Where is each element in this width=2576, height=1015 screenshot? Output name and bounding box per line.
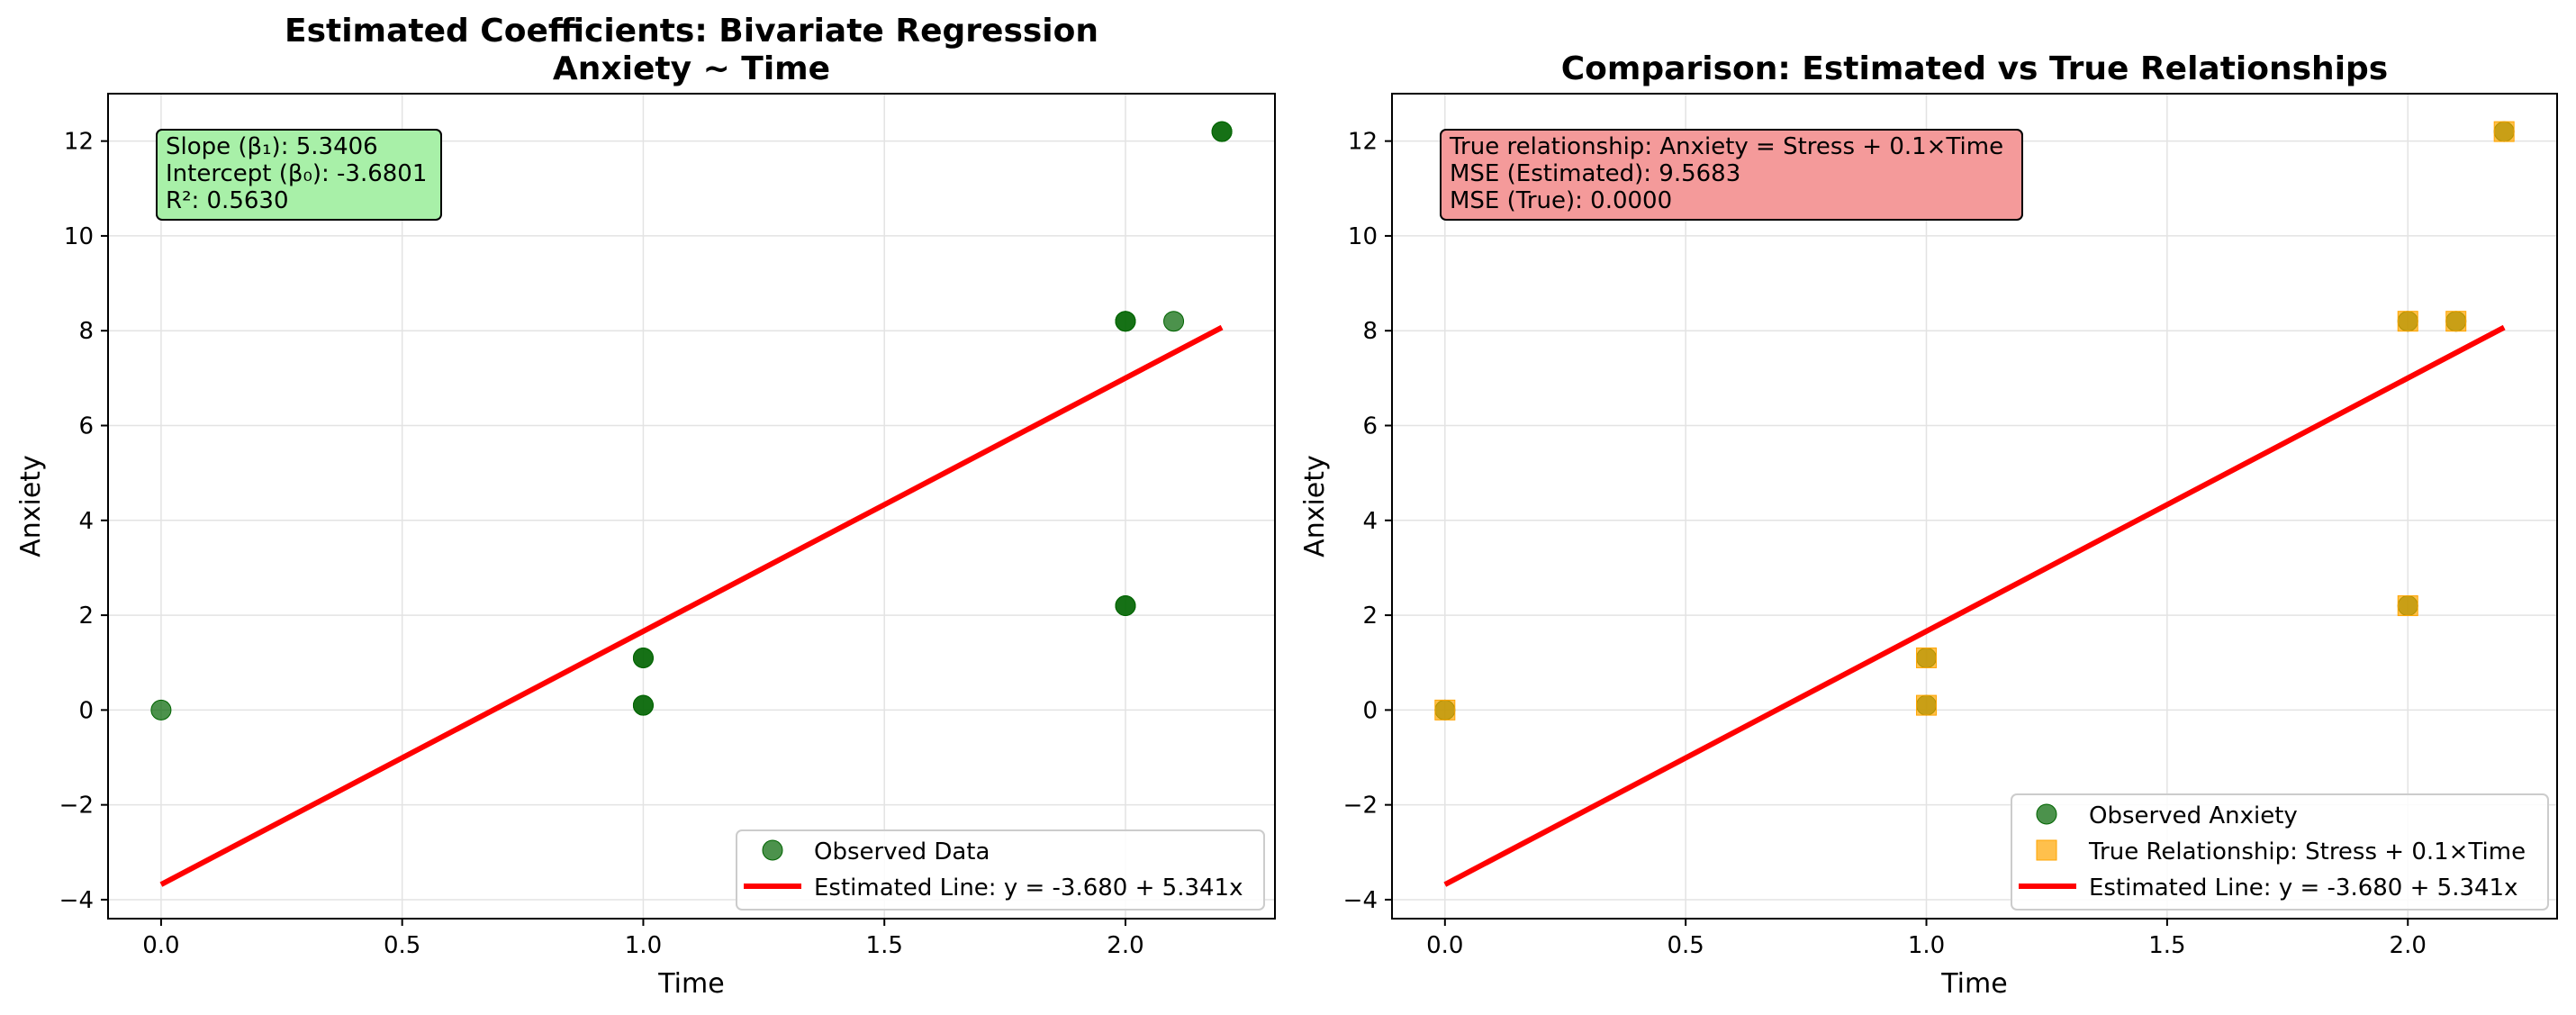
observed-point (1163, 311, 1185, 332)
regression-line (1443, 324, 2506, 887)
legend: Observed Data Estimated Line: y = -3.680… (736, 829, 1265, 911)
y-tick-label: 0 (78, 697, 94, 724)
observed-point (632, 647, 654, 668)
true-relationship-point (2493, 121, 2515, 142)
y-tick-label: 10 (1348, 223, 1378, 250)
legend-label: Estimated Line: y = -3.680 + 5.341x (2089, 875, 2517, 902)
chart-subtitle: Anxiety ~ Time (553, 50, 830, 87)
x-axis-label: Time (1940, 968, 2007, 1000)
y-tick-label: 4 (78, 508, 94, 535)
annotation-line: MSE (Estimated): 9.5683 (1450, 160, 1740, 187)
x-tick-label: 1.0 (1908, 932, 1945, 959)
y-tick-label: 2 (78, 603, 94, 630)
annotation-box: Slope (β₁): 5.3406 Intercept (β₀): -3.68… (156, 129, 442, 221)
annotation-line: Intercept (β₀): -3.6801 (166, 160, 427, 187)
left-chart: 0.0 0.5 1.0 1.5 2.0 −4 −2 0 2 4 6 8 10 12 Estimated C… (15, 13, 1276, 1000)
legend-label: Observed Anxiety (2089, 802, 2298, 829)
plot-frame (1391, 93, 2558, 920)
annotation-line: Slope (β₁): 5.3406 (166, 133, 378, 160)
true-relationship-point (2397, 311, 2418, 332)
y-tick-label: 10 (64, 223, 94, 250)
true-relationship-point (1916, 694, 1938, 716)
chart-title: Estimated Coefficients: Bivariate Regres… (285, 13, 1098, 50)
legend: Observed Anxiety True Relationship: Stre… (2011, 793, 2549, 911)
right-chart: 0.0 0.5 1.0 1.5 2.0 −4 −2 0 2 4 6 8 10 12 Comparison:… (1299, 50, 2558, 1000)
y-tick-label: −2 (59, 793, 94, 820)
legend-marker-square (2036, 839, 2057, 861)
x-tick-label: 1.5 (866, 932, 903, 959)
observed-point (1211, 121, 1233, 142)
annotation-line: True relationship: Anxiety = Stress + 0.… (1449, 133, 2003, 160)
annotation-line: MSE (True): 0.0000 (1450, 187, 1672, 214)
x-tick-label: 1.5 (2148, 932, 2185, 959)
legend-label: Estimated Line: y = -3.680 + 5.341x (814, 875, 1243, 902)
observed-point (632, 694, 654, 716)
observed-point (1115, 311, 1136, 332)
y-tick-label: 6 (78, 413, 94, 440)
y-axis-label: Anxiety (1299, 455, 1331, 557)
x-axis-label: Time (657, 968, 724, 1000)
y-tick-label: 12 (64, 129, 94, 156)
annotation-line: R²: 0.5630 (166, 187, 289, 214)
x-tick-label: 0.0 (142, 932, 179, 959)
legend-label: True Relationship: Stress + 0.1×Time (2088, 838, 2526, 865)
x-tick-label: 0.0 (1426, 932, 1463, 959)
y-tick-label: 0 (1362, 697, 1378, 724)
y-tick-label: 8 (1362, 318, 1378, 345)
true-relationship-point (2397, 595, 2418, 617)
y-tick-label: 2 (1362, 603, 1378, 630)
legend-marker-observed (2036, 803, 2057, 825)
chart-title: Comparison: Estimated vs True Relationsh… (1561, 50, 2388, 87)
legend-marker-observed (762, 839, 783, 861)
x-tick-label: 0.5 (1667, 932, 1704, 959)
x-tick-label: 2.0 (2390, 932, 2427, 959)
y-tick-label: 8 (78, 318, 94, 345)
annotation-box: True relationship: Anxiety = Stress + 0.… (1440, 129, 2023, 221)
y-axis-label: Anxiety (15, 455, 47, 557)
y-tick-label: 4 (1362, 508, 1378, 535)
true-relationship-point (2445, 311, 2467, 332)
true-relationship-point (1916, 647, 1938, 668)
true-relationship-point (1434, 699, 1456, 720)
y-tick-label: −4 (59, 887, 94, 914)
y-tick-label: −4 (1343, 887, 1378, 914)
regression-line (159, 324, 1224, 887)
x-tick-label: 1.0 (625, 932, 662, 959)
legend-label: Observed Data (814, 838, 990, 865)
observed-point (150, 699, 172, 720)
plot-frame (107, 93, 1276, 920)
observed-point (1115, 595, 1136, 617)
y-tick-label: 6 (1362, 413, 1378, 440)
x-tick-label: 2.0 (1107, 932, 1143, 959)
y-tick-label: 12 (1348, 129, 1378, 156)
x-tick-label: 0.5 (384, 932, 420, 959)
y-tick-label: −2 (1343, 793, 1378, 820)
